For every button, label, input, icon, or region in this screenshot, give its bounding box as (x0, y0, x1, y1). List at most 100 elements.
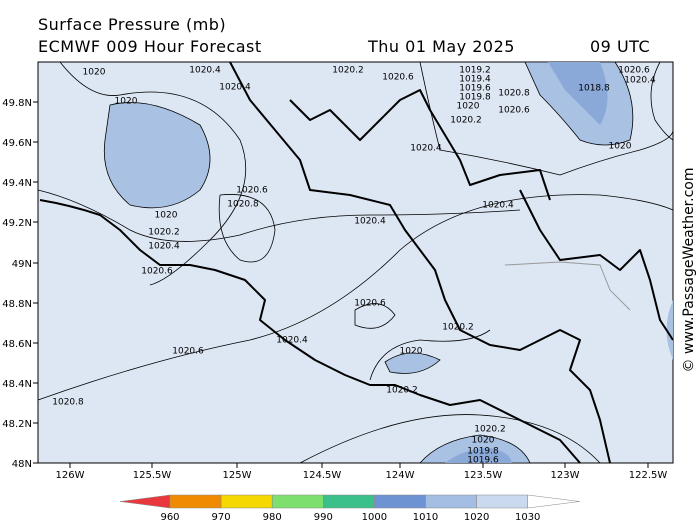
time: 09 UTC (590, 37, 650, 56)
coastline (289, 89, 551, 201)
isobar (354, 303, 396, 329)
lat-label: 48.8N (2, 299, 32, 310)
colorbar-label: 1000 (362, 512, 387, 523)
contour-label: 1020.6 (382, 73, 414, 83)
lat-label: 49.6N (2, 138, 32, 149)
contour-label: 1020.8 (52, 398, 84, 408)
isobar (419, 61, 674, 176)
lon-label: 123.5W (464, 470, 503, 481)
colorbar-segment (425, 494, 477, 509)
colorbar-segment (476, 494, 528, 509)
contour-label: 1020.2 (442, 323, 474, 333)
contour-label: 1020.4 (624, 76, 656, 86)
contour-label: 1020.2 (474, 425, 506, 435)
contour-label: 1020.4 (276, 336, 308, 346)
contour-label: 1020.8 (498, 89, 530, 99)
contour-label: 1020.4 (482, 201, 514, 211)
contour-label: 1020.4 (219, 83, 251, 93)
title: Surface Pressure (mb) (38, 15, 226, 34)
isobar (650, 61, 674, 141)
contour-label: 1020 (115, 97, 138, 107)
colorbar-label: 980 (263, 512, 282, 523)
contour-label: 1020.6 (618, 66, 650, 76)
low-area (384, 352, 441, 374)
lat-label: 48.6N (2, 339, 32, 350)
colorbar-label: 1010 (413, 512, 438, 523)
contour-label: 1019.6 (459, 84, 491, 94)
lat-label: 48.4N (2, 379, 32, 390)
contour-label: 1019.8 (459, 93, 491, 103)
axes: 49.8N 49.6N 49.4N 49.2N 49N 48.8N 48.6N 48.4N 48… (2, 98, 667, 481)
contour-label: 1020.4 (148, 242, 180, 252)
map: 1020 1020.4 1020.2 1020.6 1019.2 1019.4 … (37, 61, 674, 466)
contour-label: 1020.2 (332, 66, 364, 76)
contour-label: 1020 (472, 436, 495, 446)
isobar (37, 189, 521, 242)
lat-label: 49N (12, 259, 32, 270)
lon-label: 124W (386, 470, 415, 481)
contour-label: 1019.8 (467, 447, 499, 457)
isobar (59, 61, 247, 286)
contour-label: 1020.4 (189, 66, 221, 76)
contour-label: 1020.8 (227, 200, 259, 210)
lat-label: 49.8N (2, 98, 32, 109)
colorbar-label: 990 (314, 512, 333, 523)
border (504, 261, 631, 311)
colorbar-segment (323, 494, 375, 509)
contour-label: 1020.6 (172, 347, 204, 357)
contour-label: 1020.4 (410, 144, 442, 154)
coastline (229, 61, 611, 464)
contour-label: 1020 (83, 68, 106, 78)
contour-label: 1020.2 (386, 386, 418, 396)
low-area (666, 300, 673, 360)
colorbar-cap (119, 494, 171, 509)
lon-label: 123W (551, 470, 580, 481)
isobar (299, 414, 601, 464)
lon-label: 126W (56, 470, 85, 481)
colorbar-segment (271, 494, 324, 509)
colorbar-label: 970 (212, 512, 231, 523)
contour-label: 1018.8 (578, 84, 610, 94)
contour-label: 1019.4 (459, 75, 491, 85)
lon-label: 122.5W (629, 470, 668, 481)
contour-label: 1019.2 (459, 66, 491, 76)
low-area (445, 448, 512, 463)
date: Thu 01 May 2025 (367, 37, 515, 56)
contour-label: 1020.6 (354, 299, 386, 309)
isobar (37, 194, 674, 401)
contour-label: 1020.6 (141, 267, 173, 277)
colorbar-segment (374, 494, 426, 509)
lat-label: 49.2N (2, 218, 32, 229)
colorbar-segment (169, 494, 222, 509)
contour-label: 1020.6 (236, 186, 268, 196)
lat-label: 48N (12, 459, 32, 470)
contour-label: 1020.4 (354, 217, 386, 227)
colorbar-label: 1030 (515, 512, 540, 523)
credit: © www.PassageWeather.com (681, 167, 697, 372)
coastline (39, 199, 581, 464)
model: ECMWF 009 Hour Forecast (38, 37, 262, 56)
colorbar: 960 970 980 990 1000 1010 1020 1030 (119, 494, 580, 523)
lon-label: 125W (223, 470, 252, 481)
contour-label: 1020.2 (148, 228, 180, 238)
lat-label: 48.2N (2, 419, 32, 430)
isobar (218, 194, 276, 263)
colorbar-cap (527, 494, 580, 509)
lon-label: 125.5W (133, 470, 172, 481)
low-area (548, 62, 608, 125)
low-area (103, 102, 211, 209)
coastline (519, 189, 674, 341)
contour-label: 1020 (155, 211, 178, 221)
lon-label: 124.5W (303, 470, 342, 481)
contour-label: 1020 (400, 347, 423, 357)
colorbar-label: 960 (160, 512, 179, 523)
contour-label: 1020.2 (450, 116, 482, 126)
lat-label: 49.4N (2, 178, 32, 189)
colorbar-label: 1020 (464, 512, 489, 523)
colorbar-segment (220, 494, 273, 509)
contour-label: 1019.6 (467, 456, 499, 466)
contour-label: 1020 (609, 142, 632, 152)
contour-label: 1020.6 (498, 106, 530, 116)
contour-label: 1020 (457, 102, 480, 112)
